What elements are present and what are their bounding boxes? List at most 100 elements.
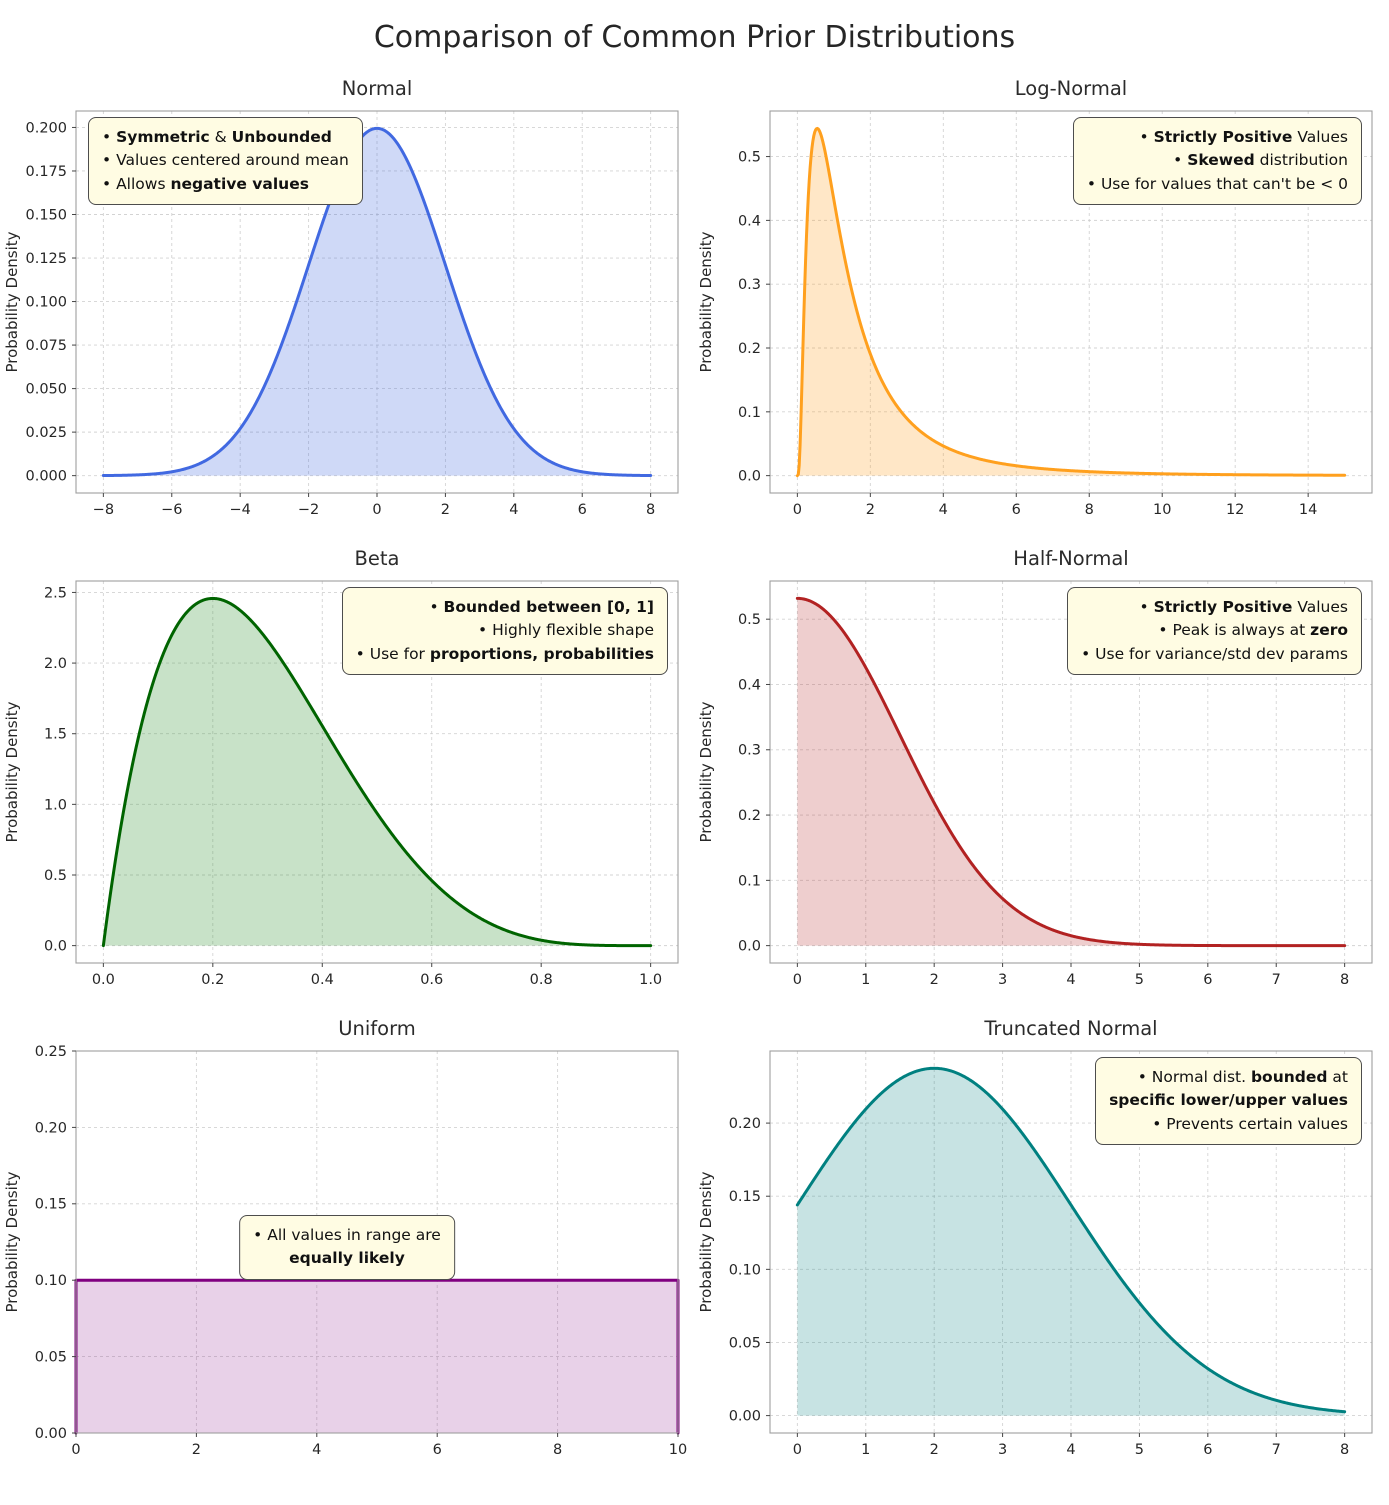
x-tick-label: 0.0: [92, 972, 115, 988]
x-tick-label: 1: [861, 1442, 870, 1458]
x-tick-label: 3: [998, 1442, 1007, 1458]
density-area: [103, 128, 651, 476]
chart-canvas: 0 1 2 3 4 5 6 7 8 0.00 0.05 0.10 0.15 0.20 Truncated N…: [697, 1017, 1373, 1458]
axes-box: [769, 110, 1373, 494]
chart-canvas: 0 1 2 3 4 5 6 7 8 0.0 0.1 0.2 0.3 0.4 0.5 Half-Normal Pr…: [697, 547, 1373, 988]
y-tick-label: 0.025: [25, 425, 67, 441]
density-curve: [795, 126, 1347, 478]
y-tick-label: 0.200: [25, 120, 67, 136]
y-axis-label: Probability Density: [3, 231, 21, 372]
x-tick-label: 0: [793, 1442, 802, 1458]
annotation-line: • Skewed distribution: [1173, 151, 1348, 170]
density-area: [797, 598, 1345, 946]
annotation-box: • Symmetric & Unbounded • Values centered…: [88, 117, 363, 205]
y-tick-label: 0.5: [738, 149, 761, 165]
y-tick-label: 0.1: [738, 873, 761, 889]
x-tick-label: 4: [509, 502, 518, 518]
y-tick-label: 0.000: [25, 469, 67, 485]
x-tick-label: 2: [441, 502, 450, 518]
annotation-line: • All values in range are: [253, 1226, 441, 1244]
subplot-title: Uniform: [338, 1017, 416, 1040]
x-tick-label: 4: [1066, 972, 1075, 988]
x-tick-label: 1: [861, 972, 870, 988]
y-tick-label: 0.15: [729, 1189, 761, 1205]
y-tick-label: 0.125: [25, 251, 67, 267]
annotation-line: • Prevents certain values: [1152, 1114, 1348, 1133]
x-tick-label: 8: [1340, 972, 1349, 988]
annotation-line: equally likely: [289, 1249, 405, 1268]
x-tick-label: 0: [71, 1442, 80, 1458]
density-curve: [101, 596, 653, 948]
y-tick-label: 0.00: [729, 1409, 761, 1425]
chart-canvas: 0 2 4 6 8 10 0.00 0.05 0.10 0.15 0.20 0.25 Uniform Pr…: [3, 1017, 687, 1458]
y-tick-label: 0.05: [729, 1335, 761, 1351]
density-area: [103, 598, 651, 946]
x-tick-label: 6: [433, 1442, 442, 1458]
x-tick-label: 10: [1153, 502, 1171, 518]
y-tick-label: 0.0: [738, 939, 761, 955]
x-tick-label: 0.8: [530, 972, 553, 988]
x-tick-label: 14: [1299, 502, 1317, 518]
y-tick-label: 0.2: [738, 808, 761, 824]
annotation-line: • Use for variance/std dev params: [1081, 644, 1348, 663]
annotation-line: • Values centered around mean: [102, 151, 349, 170]
y-axis-label: Probability Density: [697, 701, 715, 842]
x-tick-label: −4: [229, 502, 250, 518]
y-tick-label: 1.5: [44, 727, 67, 743]
subplot-normal: −8 −6 −4 −2 0 2 4 6 8 0.000 0.025 0.050 0.075 0.100 0.…: [0, 67, 694, 537]
x-tick-label: −8: [93, 502, 114, 518]
annotation-line: • Symmetric & Unbounded: [102, 128, 332, 146]
y-tick-label: 0.1: [738, 405, 761, 421]
y-tick-label: 2.0: [44, 656, 67, 672]
subplot-truncated-normal: 0 1 2 3 4 5 6 7 8 0.00 0.05 0.10 0.15 0.20 Truncated N…: [694, 1007, 1388, 1477]
annotation-line: • Peak is always at zero: [1158, 621, 1348, 640]
subplot-grid: −8 −6 −4 −2 0 2 4 6 8 0.000 0.025 0.050 0.075 0.100 0.…: [0, 67, 1389, 1477]
x-tick-label: 6: [578, 502, 587, 518]
x-tick-label: 5: [1135, 1442, 1144, 1458]
x-tick-label: 8: [1340, 1442, 1349, 1458]
chart-canvas: −8 −6 −4 −2 0 2 4 6 8 0.000 0.025 0.050 0.075 0.100 0.…: [3, 77, 679, 518]
x-tick-label: −2: [298, 502, 319, 518]
subplot-title: Truncated Normal: [983, 1017, 1157, 1040]
x-tick-label: 2: [192, 1442, 201, 1458]
x-tick-label: 10: [669, 1442, 687, 1458]
x-tick-label: 4: [939, 502, 948, 518]
x-tick-label: 12: [1226, 502, 1244, 518]
y-tick-label: 0.2: [738, 341, 761, 357]
y-tick-label: 0.05: [35, 1350, 67, 1366]
x-tick-label: 5: [1135, 972, 1144, 988]
subplot-title: Normal: [342, 77, 413, 100]
x-tick-label: 0: [793, 502, 802, 518]
annotation-line: • Allows negative values: [102, 174, 309, 193]
subplot-title: Log-Normal: [1015, 77, 1127, 100]
x-tick-label: 6: [1203, 1442, 1212, 1458]
annotation-box: • All values in range are equally likely: [239, 1215, 455, 1280]
x-tick-label: 6: [1203, 972, 1212, 988]
axes-box: [75, 580, 679, 964]
y-tick-label: 0.5: [44, 868, 67, 884]
y-tick-label: 0.5: [738, 612, 761, 628]
y-tick-label: 0.20: [35, 1120, 67, 1136]
annotation-box: • Normal dist. bounded at specific lower/…: [1095, 1057, 1362, 1145]
y-tick-label: 2.5: [44, 585, 67, 601]
subplot-uniform: 0 2 4 6 8 10 0.00 0.05 0.10 0.15 0.20 0.25 Uniform Pr…: [0, 1007, 694, 1477]
subplot-beta: 0.0 0.2 0.4 0.6 0.8 1.0 0.0 0.5 1.0 1.5 2.0 2.5 Beta…: [0, 537, 694, 1007]
x-tick-label: 4: [312, 1442, 321, 1458]
subplot-title: Half-Normal: [1013, 547, 1128, 570]
y-tick-label: 0.100: [25, 294, 67, 310]
x-tick-label: 0: [793, 972, 802, 988]
density-area: [797, 128, 1345, 476]
annotation-box: • Strictly Positive Values • Skewed distr…: [1072, 117, 1362, 205]
y-tick-label: 0.20: [729, 1116, 761, 1132]
x-tick-label: −6: [161, 502, 182, 518]
x-tick-label: 0.6: [420, 972, 443, 988]
subplot-title: Beta: [355, 547, 400, 570]
x-tick-label: 0.4: [311, 972, 334, 988]
y-tick-label: 0.25: [35, 1044, 67, 1060]
y-tick-label: 1.0: [44, 797, 67, 813]
x-tick-label: 8: [1085, 502, 1094, 518]
annotation-line: • Use for values that can't be < 0: [1086, 174, 1348, 193]
y-axis-label: Probability Density: [3, 701, 21, 842]
density-area: [76, 1280, 678, 1433]
y-tick-label: 0.15: [35, 1197, 67, 1213]
